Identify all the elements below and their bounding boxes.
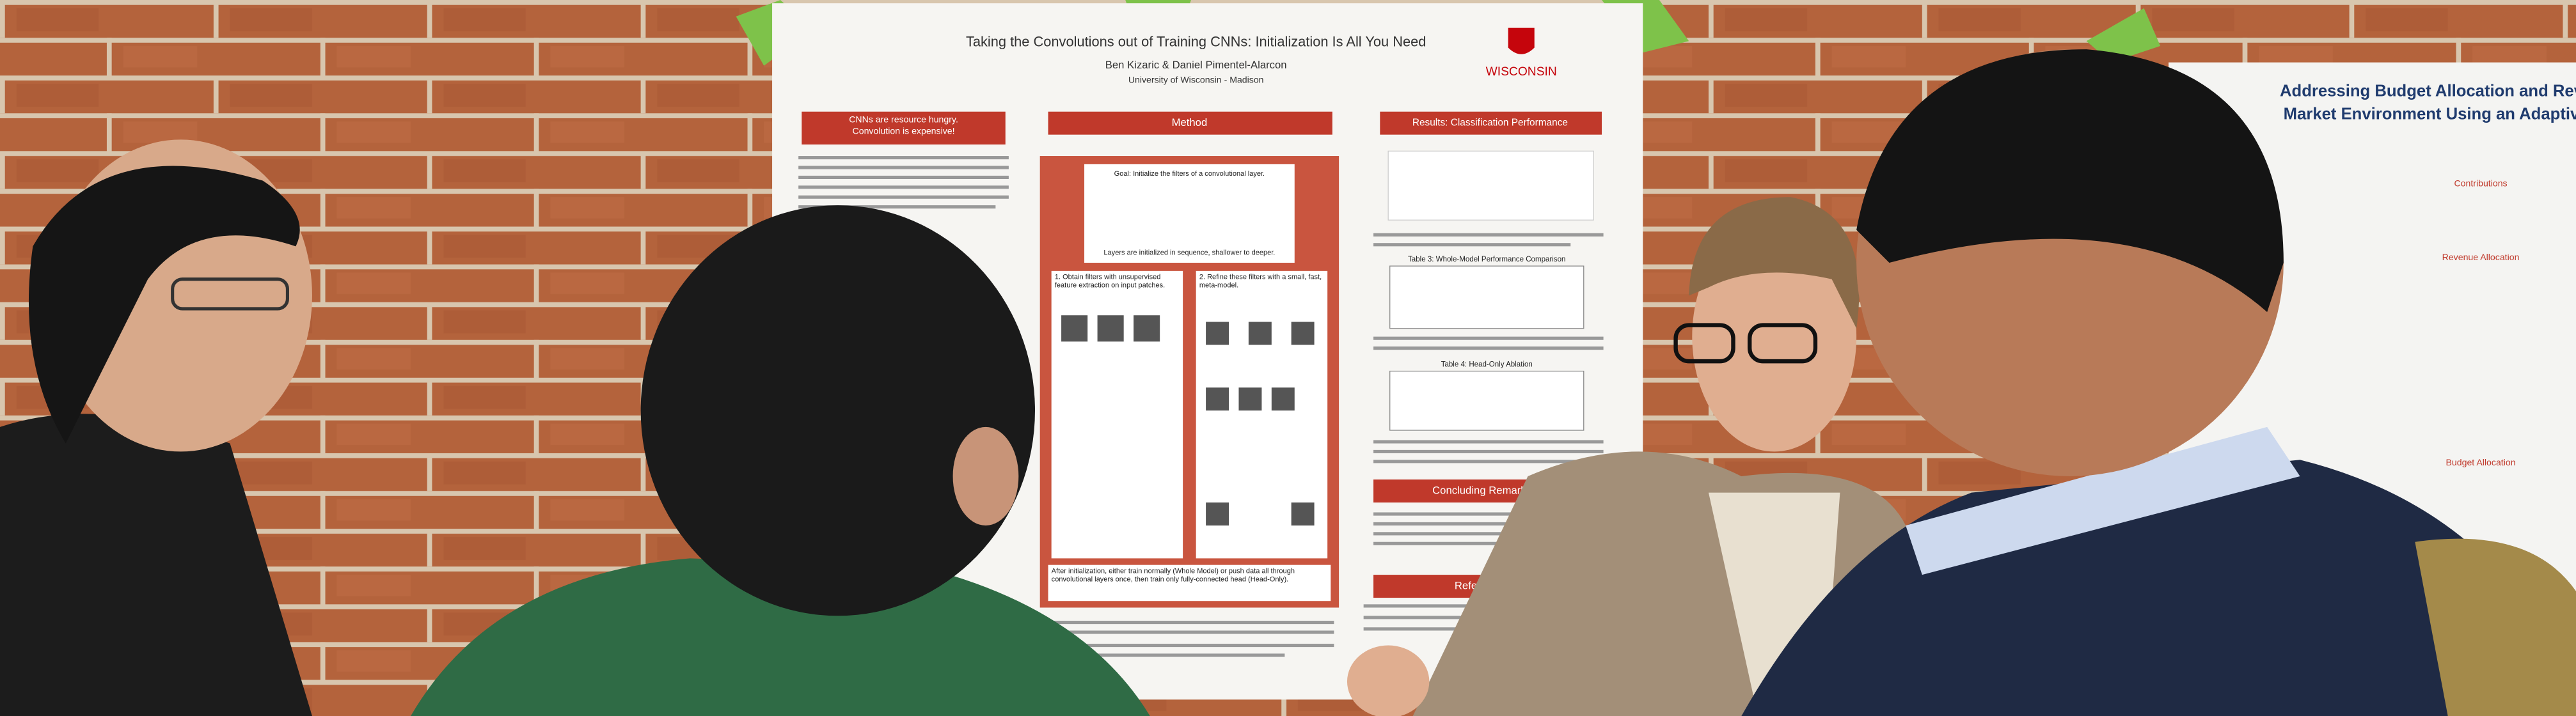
section-title: Method <box>1172 116 1208 128</box>
second-poster-section: Revenue Allocation <box>2442 252 2520 262</box>
table-title: Table 4: Head-Only Ablation <box>1441 361 1533 368</box>
section-title: CNNs are resource hungry. Convolution is … <box>849 114 958 136</box>
method-after-text: After initialization, either train norma… <box>1051 566 1295 583</box>
poster-authors: Ben Kizaric & Daniel Pimentel-Alarcon <box>1105 59 1287 71</box>
person-center <box>411 205 1150 716</box>
second-poster-section: Contributions <box>2454 178 2507 188</box>
section-title: Results: Classification Performance <box>1412 118 1568 128</box>
poster-affiliation: University of Wisconsin - Madison <box>1128 75 1264 85</box>
poster-logo: WISCONSIN <box>1486 65 1557 79</box>
method-step: 1. Obtain filters with unsupervised feat… <box>1054 272 1166 290</box>
logo-crest <box>1508 27 1535 54</box>
tape <box>2086 8 2161 63</box>
method-goal: Goal: Initialize the filters of a convol… <box>1114 170 1265 178</box>
method-after: After initialization, either train norma… <box>1051 566 1295 583</box>
table <box>1389 370 1584 431</box>
method-figures <box>1061 315 1315 526</box>
method-sequence: Layers are initialized in sequence, shal… <box>1103 249 1275 257</box>
second-poster-title: Market Environment Using an Adaptiv <box>2284 105 2576 123</box>
person-far-right <box>1741 49 2576 716</box>
method-box <box>1084 164 1295 263</box>
person-left <box>0 139 312 716</box>
section-header <box>1380 111 1602 135</box>
second-poster-title: Addressing Budget Allocation and Rev <box>2280 82 2576 100</box>
table <box>1389 265 1584 329</box>
method-box <box>1051 270 1183 559</box>
section-header <box>1048 111 1332 135</box>
method-step-text: 1. Obtain filters with unsupervised feat… <box>1054 272 1166 290</box>
section-header <box>802 111 1006 145</box>
poster-title: Taking the Convolutions out of Training … <box>966 34 1426 50</box>
method-box <box>1048 564 1331 602</box>
method-step: 2. Refine these filters with a small, fa… <box>1199 272 1322 290</box>
method-step-text: 2. Refine these filters with a small, fa… <box>1199 272 1322 290</box>
results-plots <box>1387 150 1594 221</box>
section-title: Concluding Remarks <box>1432 484 1531 496</box>
second-poster-section: Budget Allocation <box>2446 457 2516 467</box>
table-title: Table 3: Whole-Model Performance Compari… <box>1408 256 1565 263</box>
